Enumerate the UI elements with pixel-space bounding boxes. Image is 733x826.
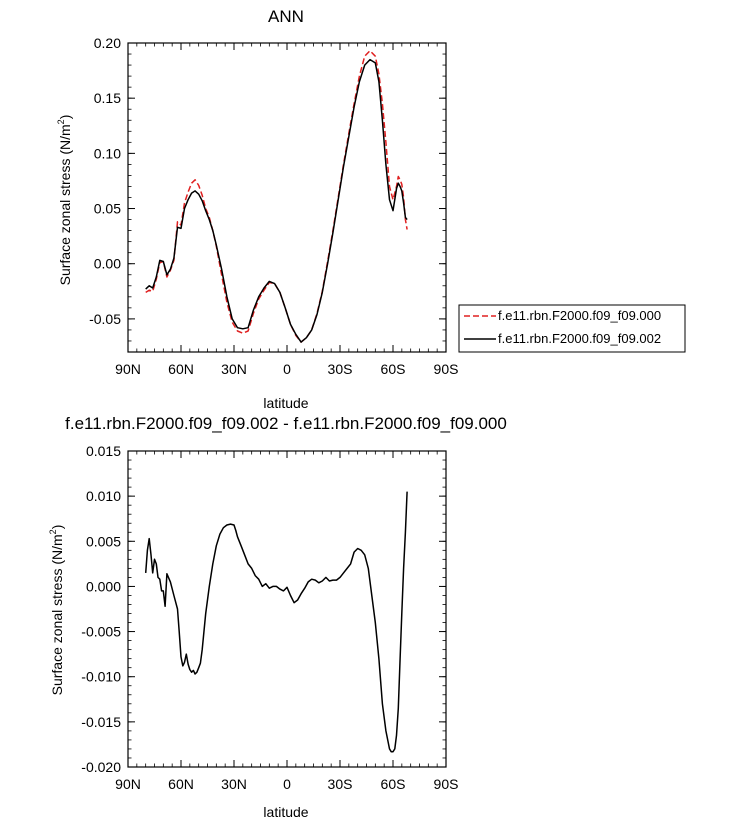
top-chart-title: ANN (268, 7, 304, 26)
x-tick-label: 90N (115, 361, 141, 377)
y-tick-label: 0.10 (94, 145, 121, 161)
y-tick-label: 0.05 (94, 201, 121, 217)
top-x-axis-label: latitude (263, 395, 308, 411)
y-tick-label: -0.010 (81, 669, 121, 685)
x-tick-label: 0 (283, 361, 291, 377)
legend-label-series-0: f.e11.rbn.F2000.f09_f09.000 (498, 308, 661, 323)
top-y-axis-label: Surface zonal stress (N/m2) (56, 115, 73, 286)
x-tick-label: 30N (221, 361, 247, 377)
y-tick-label: -0.05 (89, 311, 121, 327)
series-line-0 (145, 49, 408, 343)
y-tick-label: 0.010 (86, 488, 121, 504)
top-plot-area: 90N 60N 30N 0 30S 60S 90S 0.20 0.15 0.10 0.05 0.00 -… (89, 35, 458, 377)
x-tick-label: 90S (434, 776, 459, 792)
legend-label-series-1: f.e11.rbn.F2000.f09_f09.002 (498, 331, 661, 346)
x-tick-label: 90N (115, 776, 141, 792)
x-tick-label: 60S (381, 361, 406, 377)
y-tick-label: 0.005 (86, 533, 121, 549)
y-tick-label: 0.15 (94, 90, 121, 106)
x-tick-label: 30N (221, 776, 247, 792)
bottom-y-axis-label: Surface zonal stress (N/m2) (48, 525, 65, 696)
x-tick-label: 90S (434, 361, 459, 377)
plot-frame (127, 42, 447, 353)
x-tick-label: 30S (328, 776, 353, 792)
y-tick-label: -0.020 (81, 759, 121, 775)
top-chart: ANN 90N 60N 30N 0 30S 60S 90S 0.20 0.15 0.10 0.05 0… (56, 7, 686, 411)
bottom-chart-title: f.e11.rbn.F2000.f09_f09.002 - f.e11.rbn.… (65, 414, 507, 433)
x-tick-label: 30S (328, 361, 353, 377)
y-tick-label: -0.015 (81, 714, 121, 730)
series-line-0 (144, 491, 408, 753)
top-legend: f.e11.rbn.F2000.f09_f09.000 f.e11.rbn.F2… (458, 304, 686, 353)
y-tick-label: 0.20 (94, 35, 121, 51)
bottom-plot-area: 90N 60N 30N 0 30S 60S 90S 0.015 0.010 0.005 0.000 -… (81, 443, 458, 792)
series-line-1 (145, 58, 408, 343)
y-tick-label: 0.000 (86, 578, 121, 594)
legend-box (458, 304, 686, 353)
bottom-chart: f.e11.rbn.F2000.f09_f09.002 - f.e11.rbn.… (48, 414, 507, 820)
y-tick-label: 0.015 (86, 443, 121, 459)
x-tick-label: 0 (283, 776, 291, 792)
bottom-x-axis-label: latitude (263, 804, 308, 820)
x-tick-label: 60S (381, 776, 406, 792)
y-tick-label: -0.005 (81, 624, 121, 640)
x-tick-label: 60N (168, 361, 194, 377)
y-tick-label: 0.00 (94, 256, 121, 272)
x-tick-label: 60N (168, 776, 194, 792)
